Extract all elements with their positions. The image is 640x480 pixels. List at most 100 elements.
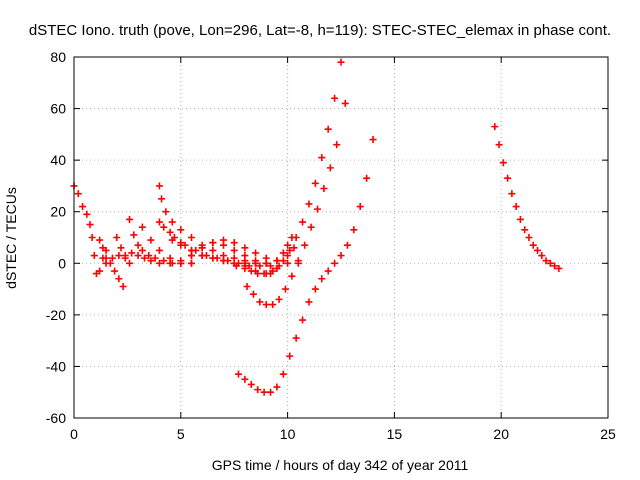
data-point [331,259,339,267]
data-point [166,228,174,236]
data-point [279,257,287,265]
data-point [284,252,292,260]
data-point [249,290,257,298]
data-point [318,154,326,162]
data-point [260,388,268,396]
data-point [209,246,217,254]
data-point [314,205,322,213]
tick-labels: 0 5 10 15 20 25 -60 -40 -20 0 20 40 60 80 [46,49,616,442]
data-point [86,221,94,229]
data-point [155,218,163,226]
data-point [232,262,240,270]
data-point [311,285,319,293]
data-point [108,254,116,262]
x-tick-label: 15 [387,426,403,442]
data-point [119,282,127,290]
data-point [162,208,170,216]
data-point [158,195,166,203]
data-point [147,257,155,265]
data-point [160,257,168,265]
data-point [337,252,345,260]
data-point [254,386,262,394]
data-point [504,174,512,182]
data-point [508,190,516,198]
data-point [241,252,249,260]
data-point [499,159,507,167]
data-point [369,136,377,144]
data-point [294,257,302,265]
data-point [99,244,107,252]
data-point [275,295,283,303]
data-point [145,252,153,260]
data-point [160,223,168,231]
data-point [177,241,185,249]
data-point [134,241,142,249]
data-point [147,236,155,244]
series-5 [138,223,195,267]
axis-ticks [73,56,609,419]
y-tick-label: 0 [58,255,66,271]
data-point [495,141,503,149]
data-point [74,190,82,198]
data-point [343,241,351,249]
data-point [326,164,334,172]
data-point [279,370,287,378]
y-tick-label: 60 [50,101,66,117]
data-point [516,215,524,223]
data-point [324,125,332,133]
y-axis-label: dSTEC / TECUs [3,187,19,289]
data-point [512,203,520,211]
y-tick-label: 80 [50,49,66,65]
plot-frame [73,56,609,419]
data-point [117,244,125,252]
data-point [198,244,206,252]
data-point [491,123,499,131]
data-point [83,210,91,218]
data-point [209,254,217,262]
x-tick-label: 20 [493,426,509,442]
data-point [134,252,142,260]
data-point [269,301,277,309]
data-point [350,226,358,234]
data-point [166,254,174,262]
data-point [121,252,129,260]
series-17 [234,136,377,396]
data-point [290,244,298,252]
data-point [324,267,332,275]
data-point [341,99,349,107]
data-point [138,223,146,231]
data-point [252,257,260,265]
data-point [241,244,249,252]
data-point [128,249,136,257]
data-point [284,241,292,249]
data-point [168,218,176,226]
y-tick-label: -40 [46,358,66,374]
data-point [262,259,270,267]
data-point [305,200,313,208]
data-point [115,252,123,260]
data-point [279,249,287,257]
data-point [256,298,264,306]
data-point [138,246,146,254]
x-tick-label: 0 [70,426,78,442]
data-point [311,179,319,187]
data-point [241,264,249,272]
data-point [299,218,307,226]
series-8 [160,223,275,270]
data-point [333,141,341,149]
data-point [90,252,98,260]
x-tick-label: 10 [280,426,296,442]
data-point [115,275,123,283]
data-point [525,234,533,241]
data-point [292,334,300,342]
data-point [305,298,313,306]
x-tick-label: 25 [600,426,616,442]
data-point [102,259,110,267]
data-point [88,234,96,241]
data-point [260,270,268,278]
data-point [155,259,163,267]
x-axis-label: GPS time / hours of day 342 of year 2011 [212,457,469,473]
data-point [168,259,176,267]
series-14 [252,234,296,267]
